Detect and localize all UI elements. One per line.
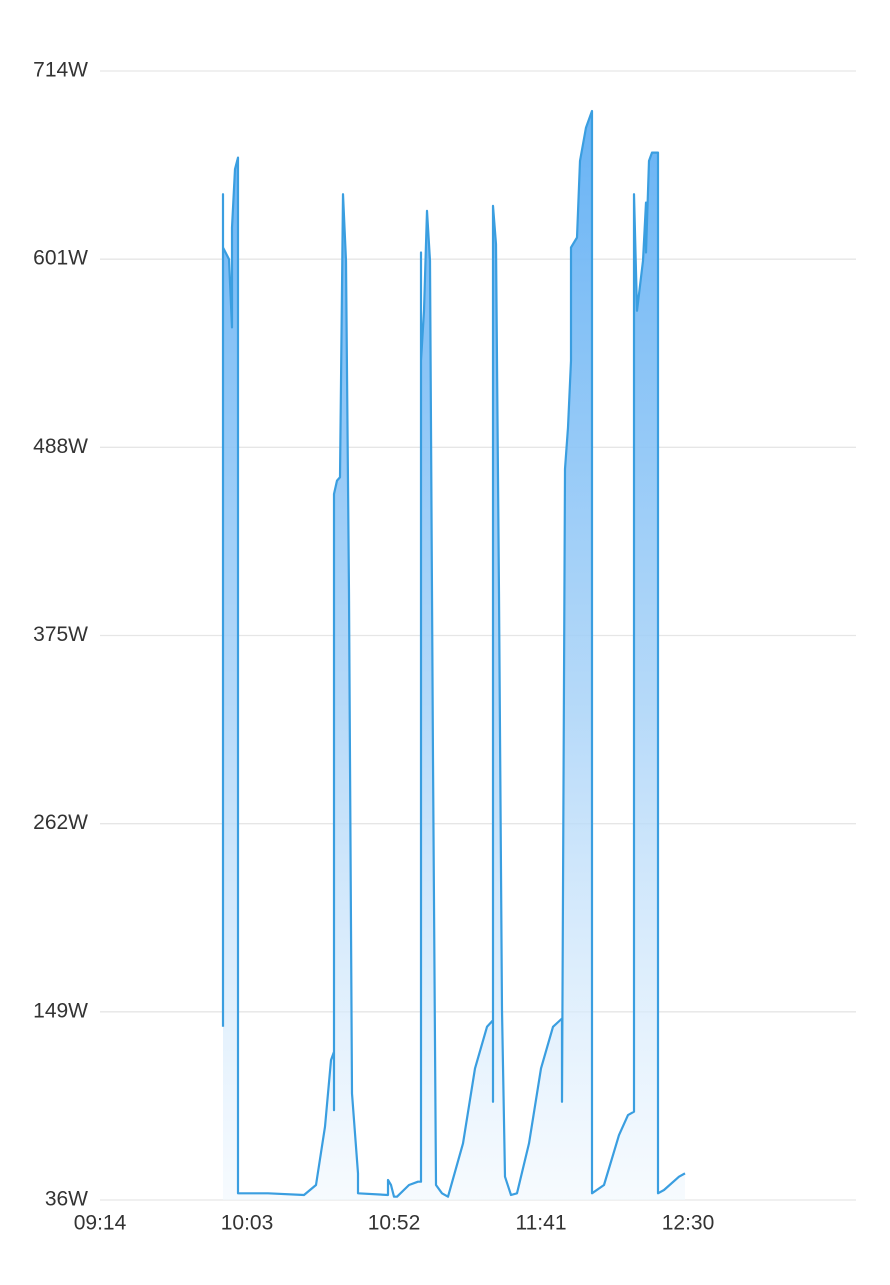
y-tick-label: 601W <box>33 247 88 270</box>
x-tick-label: 09:14 <box>74 1212 127 1235</box>
y-tick-label: 375W <box>33 623 88 646</box>
grid-lines <box>100 70 856 1201</box>
y-tick-label: 36W <box>45 1188 88 1211</box>
x-tick-label: 11:41 <box>516 1212 567 1235</box>
series-area <box>223 111 685 1200</box>
y-tick-label: 262W <box>33 811 88 834</box>
x-axis-ticks: 09:14 10:03 10:52 11:41 12:30 <box>74 1212 715 1235</box>
y-axis-ticks: 714W 601W 488W 375W 262W 149W 36W <box>33 59 88 1211</box>
series-line <box>221 109 686 1198</box>
y-tick-label: 488W <box>33 435 88 458</box>
y-tick-label: 714W <box>33 59 88 82</box>
power-series-line <box>221 109 686 1198</box>
power-area-fill <box>223 111 685 1200</box>
y-tick-label: 149W <box>33 999 88 1022</box>
x-tick-label: 10:52 <box>368 1212 421 1235</box>
x-tick-label: 10:03 <box>221 1212 274 1235</box>
x-tick-label: 12:30 <box>662 1212 715 1235</box>
